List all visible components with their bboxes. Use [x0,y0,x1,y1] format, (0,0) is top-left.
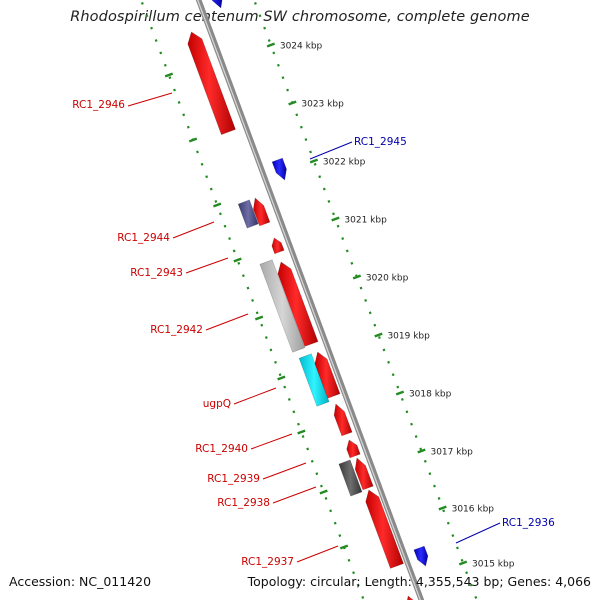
gene-label[interactable]: RC1_2944 [117,232,170,244]
leader-line [233,387,277,405]
tick-mark-left [254,315,264,321]
gene-label[interactable]: RC1_2936 [502,517,555,529]
tick-mark-left [297,429,306,435]
leader-line [185,257,229,274]
tick-mark-left [319,489,328,495]
gene-label[interactable]: RC1_2946 [72,99,125,111]
leader-line [205,313,249,331]
tick-label: 3018 kbp [409,390,452,400]
track-dots-right [252,0,478,600]
gene-label[interactable]: RC1_2937 [241,556,294,568]
gene-label[interactable]: RC1_2939 [207,473,260,485]
tick-mark [438,505,447,511]
tick-label: 3022 kbp [323,158,366,168]
leader-line [172,221,215,239]
cds-rc1-2942[interactable] [277,261,319,347]
tick-mark [352,274,362,280]
leader-line [309,141,353,160]
cds-rc1-2946[interactable] [187,31,236,135]
gene-label[interactable]: RC1_2938 [217,497,270,509]
tick-mark [458,560,468,566]
dotted-tracks [139,0,478,600]
features-layer [187,0,429,600]
cds-rc1-2936[interactable] [413,545,429,567]
tick-mark [395,390,405,396]
tick-label: 3015 kbp [472,560,515,570]
tick-label: 3020 kbp [366,274,409,284]
tick-mark [374,332,383,338]
leader-line [455,522,501,544]
gene-label[interactable]: RC1_2943 [130,267,183,279]
tick-mark-left [339,544,349,550]
feature-purple[interactable] [237,199,259,229]
gene-label[interactable]: RC1_2940 [195,443,248,455]
track-dots-left [139,0,365,600]
cds-rc1-2940[interactable] [333,403,353,437]
gene-label[interactable]: RC1_2945 [354,136,407,148]
leader-line [262,462,307,480]
leader-line [296,545,339,563]
tick-label: 3017 kbp [430,448,473,458]
cds-rc1-2947-top[interactable] [198,0,223,9]
tick-mark [417,448,426,454]
tick-mark [288,100,297,106]
feature-grey-1[interactable] [259,259,306,353]
cds-rc1-2945[interactable] [271,157,287,181]
backbone-layer [195,0,425,600]
feature-dark[interactable] [338,459,363,497]
tick-mark-left [164,72,174,78]
tick-mark [309,158,319,164]
tick-label: 3021 kbp [344,216,387,226]
tick-mark [266,42,276,48]
cds-rc1-2937[interactable] [365,489,404,569]
cds-rc1-2943[interactable] [271,237,285,255]
leader-line [127,92,173,107]
accession-text: Accession: NC_011420 [9,574,152,589]
tick-layer: 3024 kbp 3023 kbp 3022 kbp 3021 kbp 3020 kbp… [164,42,515,570]
tick-mark [331,216,340,222]
gene-label[interactable]: ugpQ [203,398,231,410]
backbone [195,0,425,600]
cds-rc1-2944[interactable] [253,197,271,227]
leader-line [272,486,317,504]
tick-mark-left [233,257,242,263]
tick-label: 3019 kbp [387,332,430,342]
cds-rc1-2939-a[interactable] [346,439,361,459]
cds-bottom[interactable] [406,595,423,600]
topology-text: Topology: circular; Length: 4,355,543 bp… [247,574,591,589]
tick-label: 3016 kbp [452,505,495,515]
tick-mark-left [212,202,222,208]
label-layer: RC1_2946 RC1_2944 RC1_2943 RC1_2942 ugpQ RC1_… [72,92,555,568]
tick-label: 3024 kbp [280,42,323,52]
cds-rc1-2938[interactable] [354,457,374,491]
tick-mark-left [188,137,198,143]
map-title: Rhodospirillum centenum SW chromosome, c… [70,9,530,25]
cds-ugpq[interactable] [314,351,341,399]
tick-label: 3023 kbp [301,100,344,110]
leader-line [250,433,293,450]
backbone-highlight [197,0,421,600]
tick-mark-left [277,375,286,381]
gene-label[interactable]: RC1_2942 [150,324,203,336]
